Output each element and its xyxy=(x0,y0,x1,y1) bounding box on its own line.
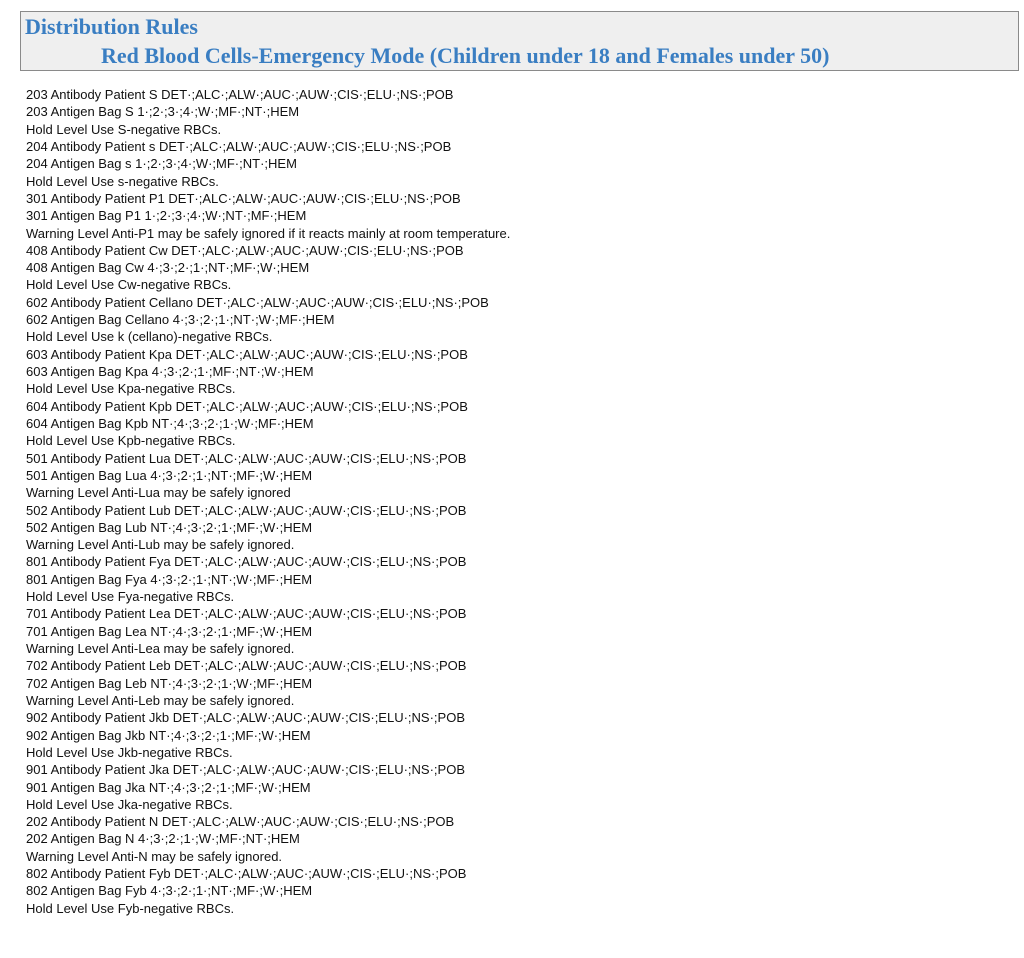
rule-line: 202 Antigen Bag N 4·;3·;2·;1·;W·;MF·;NT·… xyxy=(26,831,300,847)
rule-line: 203 Antigen Bag S 1·;2·;3·;4·;W·;MF·;NT·… xyxy=(26,104,300,120)
rule-line: Hold Level Use k (cellano)-negative RBCs… xyxy=(26,329,273,345)
rule-line: 602 Antibody Patient Cellano DET·;ALC·;A… xyxy=(26,294,489,310)
rule-line: 902 Antibody Patient Jkb DET·;ALC·;ALW·;… xyxy=(26,710,465,726)
rules-list: 203 Antibody Patient S DET·;ALC·;ALW·;AU… xyxy=(26,86,510,917)
rule-line: 901 Antibody Patient Jka DET·;ALC·;ALW·;… xyxy=(26,762,465,778)
rule-line: 902 Antigen Bag Jkb NT·;4·;3·;2·;1·;MF·;… xyxy=(26,727,311,743)
rule-line: 501 Antigen Bag Lua 4·;3·;2·;1·;NT·;MF·;… xyxy=(26,467,313,483)
rule-line: Warning Level Anti-Leb may be safely ign… xyxy=(26,692,295,708)
rule-line: 502 Antigen Bag Lub NT·;4·;3·;2·;1·;MF·;… xyxy=(26,519,313,535)
rule-line: Warning Level Anti-Lub may be safely ign… xyxy=(26,537,295,553)
rule-line: Warning Level Anti-P1 may be safely igno… xyxy=(26,225,511,241)
rule-line: 301 Antibody Patient P1 DET·;ALC·;ALW·;A… xyxy=(26,190,461,206)
rule-line: 408 Antigen Bag Cw 4·;3·;2·;1·;NT·;MF·;W… xyxy=(26,260,310,276)
rule-line: 604 Antibody Patient Kpb DET·;ALC·;ALW·;… xyxy=(26,398,468,414)
rule-line: 602 Antigen Bag Cellano 4·;3·;2·;1·;NT·;… xyxy=(26,312,335,328)
rule-line: 604 Antigen Bag Kpb NT·;4·;3·;2·;1·;W·;M… xyxy=(26,415,314,431)
rule-line: 603 Antigen Bag Kpa 4·;3·;2·;1·;MF·;NT·;… xyxy=(26,364,314,379)
rule-line: 408 Antibody Patient Cw DET·;ALC·;ALW·;A… xyxy=(26,242,464,258)
rule-line: 802 Antigen Bag Fyb 4·;3·;2·;1·;NT·;MF·;… xyxy=(26,883,313,899)
rule-line: 202 Antibody Patient N DET·;ALC·;ALW·;AU… xyxy=(26,814,455,830)
rule-line: Hold Level Use Kpb-negative RBCs. xyxy=(26,433,236,449)
rule-line: 204 Antibody Patient s DET·;ALC·;ALW·;AU… xyxy=(26,138,452,154)
rule-line: Hold Level Use S-negative RBCs. xyxy=(26,121,222,137)
rule-line: Warning Level Anti-N may be safely ignor… xyxy=(26,848,283,864)
rule-line: 801 Antigen Bag Fya 4·;3·;2·;1·;NT·;W·;M… xyxy=(26,571,313,587)
rule-line: 701 Antigen Bag Lea NT·;4·;3·;2·;1·;MF·;… xyxy=(26,623,313,639)
rule-line: 801 Antibody Patient Fya DET·;ALC·;ALW·;… xyxy=(26,554,467,570)
page-subtitle: Red Blood Cells-Emergency Mode (Children… xyxy=(101,43,830,68)
rule-line: 701 Antibody Patient Lea DET·;ALC·;ALW·;… xyxy=(26,606,467,622)
rule-line: 603 Antibody Patient Kpa DET·;ALC·;ALW·;… xyxy=(26,346,468,362)
rule-line: 901 Antigen Bag Jka NT·;4·;3·;2·;1·;MF·;… xyxy=(26,779,311,795)
rule-line: Hold Level Use Jkb-negative RBCs. xyxy=(26,744,233,760)
rule-line: 204 Antigen Bag s 1·;2·;3·;4·;W·;MF·;NT·… xyxy=(26,156,297,172)
rule-line: 501 Antibody Patient Lua DET·;ALC·;ALW·;… xyxy=(26,450,467,466)
rule-line: Hold Level Use Cw-negative RBCs. xyxy=(26,277,232,293)
rule-line: 301 Antigen Bag P1 1·;2·;3·;4·;W·;NT·;MF… xyxy=(26,208,307,224)
rule-line: 702 Antigen Bag Leb NT·;4·;3·;2·;1·;W·;M… xyxy=(26,675,313,691)
rule-line: Hold Level Use s-negative RBCs. xyxy=(26,173,219,189)
rule-line: Warning Level Anti-Lea may be safely ign… xyxy=(26,641,295,656)
report-header: Distribution Rules Red Blood Cells-Emerg… xyxy=(20,11,1019,71)
rule-line: 502 Antibody Patient Lub DET·;ALC·;ALW·;… xyxy=(26,502,467,518)
rule-line: Hold Level Use Fya-negative RBCs. xyxy=(26,589,235,605)
rule-line: 802 Antibody Patient Fyb DET·;ALC·;ALW·;… xyxy=(26,866,467,882)
rule-line: Hold Level Use Fyb-negative RBCs. xyxy=(26,900,235,916)
rule-line: Hold Level Use Kpa-negative RBCs. xyxy=(26,381,236,397)
rule-line: Warning Level Anti-Lua may be safely ign… xyxy=(26,485,291,501)
page-title: Distribution Rules xyxy=(25,14,198,39)
rule-line: 702 Antibody Patient Leb DET·;ALC·;ALW·;… xyxy=(26,658,467,674)
rule-line: 203 Antibody Patient S DET·;ALC·;ALW·;AU… xyxy=(26,87,454,102)
rule-line: Hold Level Use Jka-negative RBCs. xyxy=(26,796,233,812)
